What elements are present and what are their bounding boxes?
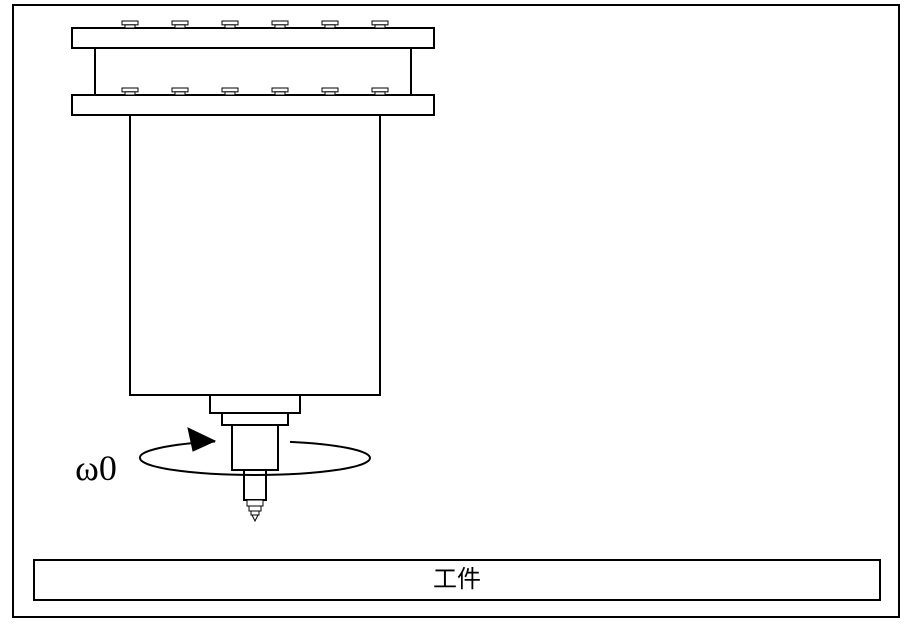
bolt-cap [372,21,388,25]
spindle-assembly: ω0 [72,21,434,521]
tip-step-1 [249,506,261,511]
bolt-stem [125,92,135,95]
tip-step-0 [247,500,263,506]
flange-middle [72,95,434,115]
bolt-cap [272,88,288,92]
collar1 [210,395,300,413]
bolt-stem [325,92,335,95]
collar2 [222,413,288,425]
bolt-stem [225,25,235,28]
bolt-stem [125,25,135,28]
bolt-cap [222,88,238,92]
bolt-cap [222,21,238,25]
bolt-cap [322,88,338,92]
bolt-stem [325,25,335,28]
tip-point [252,515,258,521]
spindle-body [130,115,380,395]
bolt-stem [275,92,285,95]
bolt-cap [272,21,288,25]
rotation-arc-back-right [290,442,370,458]
bolt-cap [372,88,388,92]
bolt-cap [172,88,188,92]
bolt-stem [375,92,385,95]
workpiece-label: 工件 [433,566,481,593]
rotation-label: ω0 [75,448,117,488]
bolt-cap [122,21,138,25]
bolt-stem [275,25,285,28]
flange-top [72,28,434,48]
bolt-stem [175,92,185,95]
chuck [232,425,278,470]
bolt-stem [225,92,235,95]
bolt-stem [375,25,385,28]
bolt-cap [172,21,188,25]
bolt-cap [122,88,138,92]
bolt-stem [175,25,185,28]
tip-step-2 [251,511,259,515]
rotation-arrow-icon [188,428,215,451]
flange-spacer [95,48,411,95]
bolt-cap [322,21,338,25]
